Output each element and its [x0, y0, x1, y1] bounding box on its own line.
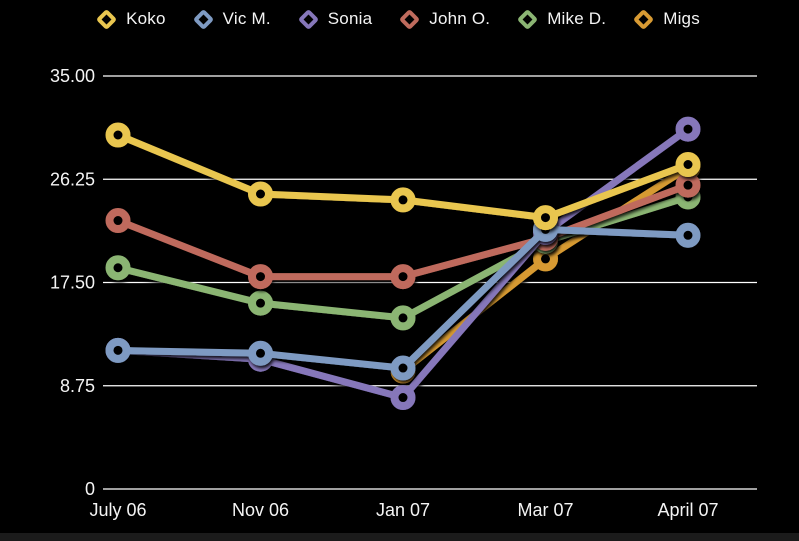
data-point-marker	[675, 172, 701, 198]
data-point-marker	[105, 255, 131, 281]
data-point-marker	[105, 337, 131, 363]
legend-item-vic-m[interactable]: Vic M.	[192, 8, 271, 30]
data-point-marker	[390, 187, 416, 213]
chart-legend: Koko Vic M. Sonia John O. Mike D. Migs	[0, 6, 799, 32]
data-point-marker	[390, 264, 416, 290]
x-axis-tick-label: Mar 07	[517, 500, 573, 520]
data-point-marker	[105, 208, 131, 234]
series-john-o	[105, 172, 701, 290]
legend-label: Sonia	[327, 9, 373, 28]
legend-item-sonia[interactable]: Sonia	[297, 8, 373, 30]
legend-label: Koko	[126, 9, 166, 28]
data-point-marker	[105, 122, 131, 148]
series-line	[114, 225, 692, 372]
legend-item-migs[interactable]: Migs	[633, 8, 700, 30]
legend-label: Vic M.	[222, 9, 271, 28]
x-axis-tick-label: Nov 06	[232, 500, 289, 520]
series-vic-m	[105, 216, 701, 381]
y-axis-tick-label: 0	[85, 479, 95, 499]
y-axis-tick-label: 8.75	[60, 376, 95, 396]
y-axis-tick-label: 17.50	[50, 273, 95, 293]
legend-item-koko[interactable]: Koko	[95, 8, 166, 30]
legend-label: Mike D.	[547, 9, 607, 28]
legend-label: Migs	[663, 9, 700, 28]
legend-item-john-o[interactable]: John O.	[399, 8, 491, 30]
data-point-marker	[248, 340, 273, 366]
data-point-marker	[675, 116, 701, 142]
y-axis-tick-label: 26.25	[50, 169, 95, 189]
x-axis-tick-label: July 06	[89, 500, 146, 520]
data-point-marker	[675, 222, 701, 248]
data-point-marker	[248, 290, 273, 316]
x-axis-tick-label: April 07	[657, 500, 718, 520]
data-point-marker	[390, 355, 416, 381]
legend-label: John O.	[429, 9, 491, 28]
bottom-strip	[0, 533, 799, 541]
legend-item-mike-d[interactable]: Mike D.	[517, 8, 607, 30]
series-koko	[105, 122, 701, 231]
x-axis-tick-label: Jan 07	[376, 500, 430, 520]
data-point-marker	[248, 181, 273, 207]
data-point-marker	[533, 205, 558, 231]
data-point-marker	[248, 264, 273, 290]
data-point-marker	[390, 305, 416, 331]
data-point-marker	[390, 385, 416, 411]
y-axis-tick-label: 35.00	[50, 66, 95, 86]
data-point-marker	[675, 152, 701, 177]
